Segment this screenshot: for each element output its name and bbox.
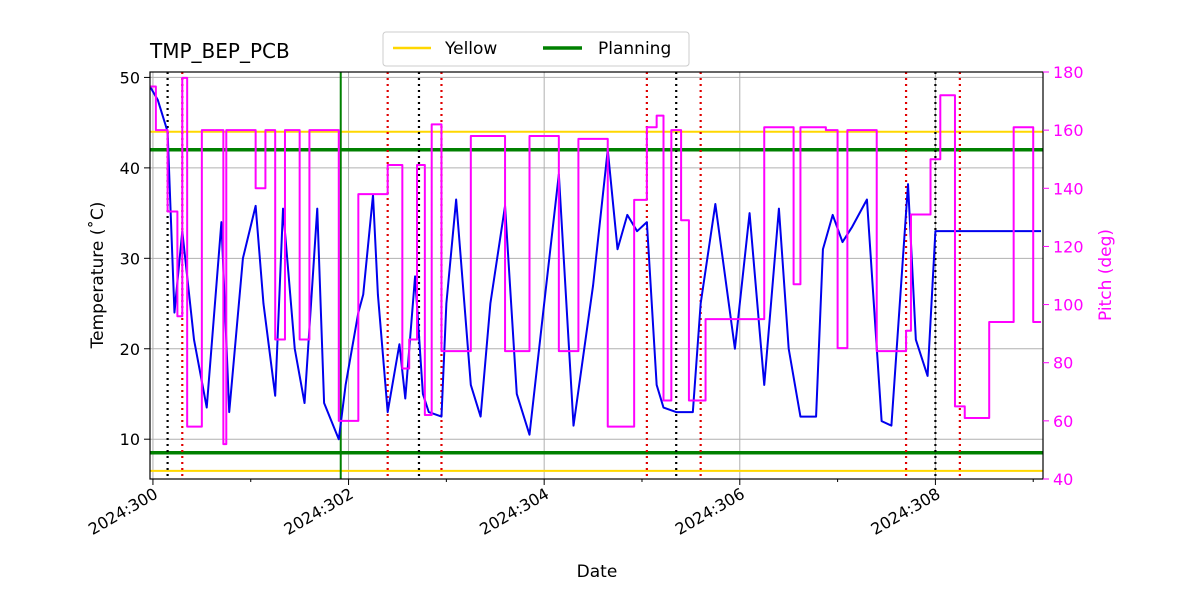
x-axis-label: Date: [577, 562, 618, 582]
chart-title: TMP_BEP_PCB: [149, 39, 290, 63]
x-tick-label-0: 2024:300: [85, 484, 161, 539]
series-pitch-line: [150, 76, 1042, 446]
legend: Yellow Planning: [382, 31, 690, 67]
x-tick-label-1: 2024:302: [281, 484, 357, 539]
series-temperature-line: [150, 85, 1042, 441]
x-tick-label-2: 2024:304: [476, 484, 552, 539]
y2-tick-label-5: 140: [1053, 179, 1084, 198]
x-tick-label-4: 2024:308: [868, 484, 944, 539]
y-tick-label-2: 30: [120, 249, 140, 268]
y-tick-label-4: 50: [120, 68, 140, 87]
y2-tick-label-6: 160: [1053, 121, 1084, 140]
legend-label-planning: Planning: [598, 39, 671, 59]
y-tick-label-3: 40: [120, 159, 140, 178]
legend-frame: [382, 31, 690, 67]
y2-tick-label-4: 120: [1053, 237, 1084, 256]
legend-label-yellow: Yellow: [444, 39, 497, 59]
grid: [150, 72, 1043, 479]
y2-tick-label-0: 40: [1053, 470, 1073, 489]
y-tick-label-0: 10: [120, 430, 140, 449]
y2-tick-label-7: 180: [1053, 63, 1084, 82]
y-axis-left: 10 20 30 40 50: [120, 68, 150, 449]
x-axis: 2024:300 2024:302 2024:304 2024:306 2024:308: [85, 479, 1034, 539]
y2-tick-label-2: 80: [1053, 354, 1073, 373]
x-tick-label-3: 2024:306: [672, 484, 748, 539]
y2-tick-label-3: 100: [1053, 296, 1084, 315]
series-lines: [150, 76, 1042, 446]
y-axis-label: Temperature (˚C): [87, 202, 108, 350]
plot-frame: [149, 71, 1044, 480]
y2-axis-label: Pitch (deg): [1096, 229, 1116, 321]
event-markers: [166, 72, 961, 479]
limit-lines: [150, 130, 1043, 472]
y-tick-label-1: 20: [120, 340, 140, 359]
y2-tick-label-1: 60: [1053, 412, 1073, 431]
y-axis-right: 40 60 80 100 120 140 160 180: [1043, 63, 1084, 489]
